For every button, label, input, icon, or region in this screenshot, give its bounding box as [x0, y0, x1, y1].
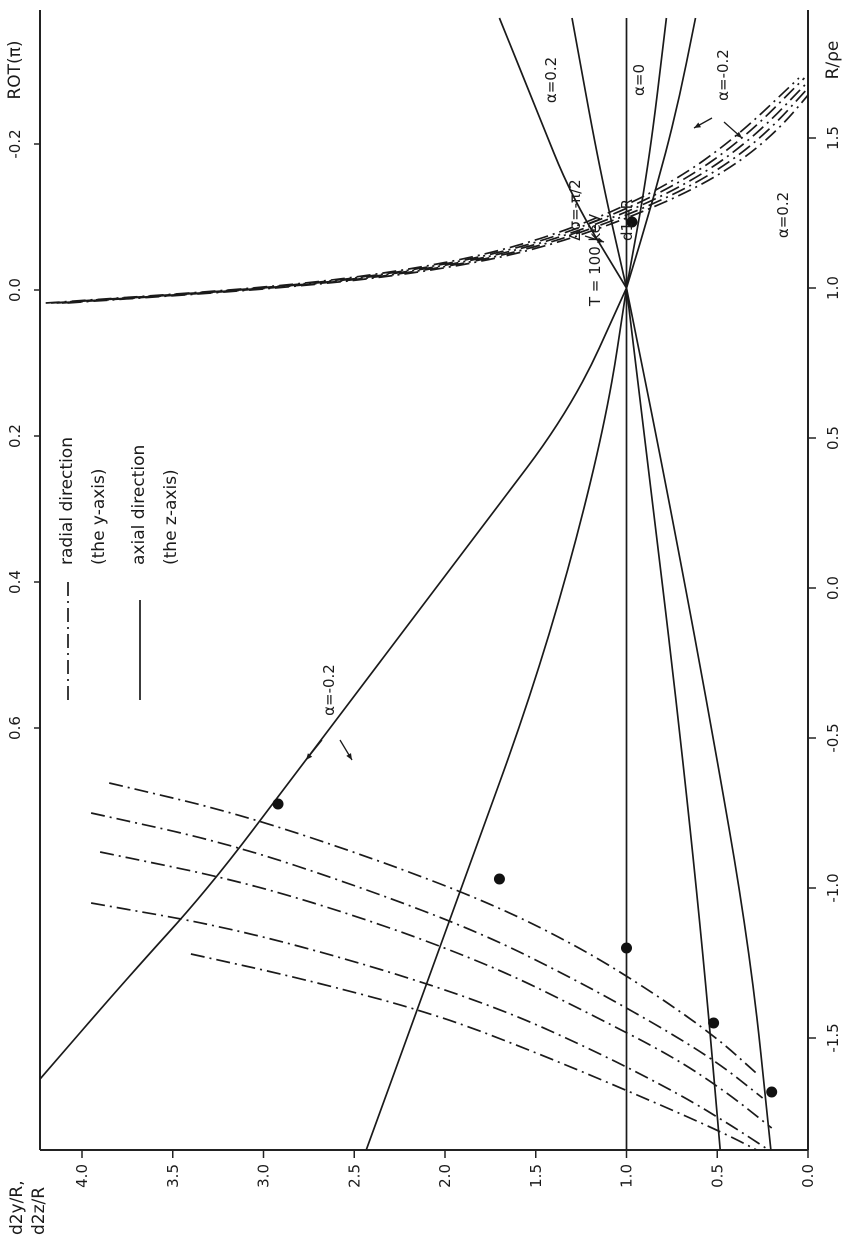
legend-axial-sub: (the z-axis): [161, 469, 181, 565]
axial-upper-curve-alpha-m0p2: [498, 17, 628, 289]
axial-curve-alpha-m0p2: [40, 287, 628, 1081]
alpha-pos-label: α=0.2: [542, 57, 560, 103]
y-tick-label: 0.0: [799, 1164, 817, 1188]
legend-radial-sub: (the y-axis): [89, 468, 109, 565]
y-tick-label: 4.0: [73, 1164, 91, 1188]
top-tick-label: 0.6: [6, 716, 24, 740]
distance-label: d1=R: [618, 199, 636, 241]
x-tick-label: -1.5: [824, 1023, 842, 1052]
radial-curve-alpha-m0p2: [109, 782, 758, 1075]
labels-group: 0.0 0.5 1.0 1.5 2.0 2.5 3.0 3.5 4.0 d2y/R, d2z/R -1…: [5, 40, 843, 1235]
alpha-pos-radial-label: α=0.2: [774, 192, 792, 238]
y-tick-label: 1.5: [527, 1164, 545, 1188]
y-tick-label: 2.5: [345, 1164, 363, 1188]
intersection-marker: [272, 798, 284, 810]
radial-curve-alpha-0p2: [190, 953, 759, 1150]
radial-curve-alpha-m0p1: [90, 812, 764, 1099]
y-tick-label: 3.5: [164, 1164, 182, 1188]
alpha-neg-lower-arrow-b-head: [346, 753, 352, 760]
y-tick-label: 1.0: [618, 1164, 636, 1188]
marks-group: [40, 17, 808, 1150]
delta-sigma-label: Δσ=-π/2: [566, 179, 584, 240]
series-group: [40, 17, 808, 1150]
alpha-neg-arrow-a-head: [694, 122, 701, 128]
x-tick-label: 1.5: [824, 126, 842, 150]
alpha-neg-label: α=-0.2: [714, 49, 732, 101]
axial-upper-curve-alpha-0p1: [625, 17, 668, 289]
x-tick-label: 1.0: [824, 276, 842, 300]
intersection-marker: [708, 1017, 720, 1029]
y-tick-label: 3.0: [255, 1164, 273, 1188]
intersection-marker: [493, 873, 505, 885]
y-axis-title: d2z/R: [29, 1187, 49, 1235]
radial-upper-curve-alpha-0: [56, 80, 808, 304]
y-tick-label: 0.5: [708, 1164, 726, 1188]
top-axis-title: ROT(π): [5, 40, 25, 99]
radial-upper-curve-alpha-m0p1: [51, 77, 806, 304]
alpha-neg-arrow-b-head: [735, 131, 742, 138]
x-tick-label: 0.5: [824, 426, 842, 450]
top-tick-label: 0.2: [6, 424, 24, 448]
axial-curve-alpha-0p1: [625, 287, 722, 1150]
y-axis-title: d2y/R,: [7, 1180, 27, 1235]
top-tick-label: 0.0: [6, 278, 24, 302]
x-tick-label: -0.5: [824, 723, 842, 752]
x-axis-title: R/ρe: [823, 41, 843, 80]
radial-curve-alpha-0p1: [90, 902, 771, 1150]
radial-upper-curve-alpha-0p2: [67, 93, 808, 304]
axes-group: [34, 10, 816, 1158]
radial-upper-curve-alpha-m0p2: [45, 77, 800, 304]
intersection-marker: [621, 942, 632, 954]
axial-curve-alpha-0p2: [625, 287, 772, 1150]
intersection-marker: [766, 1086, 778, 1098]
alpha-neg-lower-label: α=-0.2: [320, 664, 338, 716]
legend: radial direction (the y-axis) axial direct…: [57, 437, 181, 700]
top-tick-label: 0.4: [6, 570, 24, 594]
alpha-neg-lower-arrow-a-head: [306, 753, 313, 760]
radial-curve-alpha-0: [99, 851, 773, 1129]
intersection-marker: [626, 216, 638, 228]
legend-axial-label: axial direction: [129, 445, 149, 565]
x-tick-label: -1.0: [824, 873, 842, 902]
axial-upper-curve-alpha-0p2: [625, 17, 697, 289]
alpha-zero-label: α=0: [630, 64, 648, 96]
delta-sigma-arrow-head: [597, 237, 604, 243]
radial-upper-curve-alpha-0p1: [61, 86, 808, 304]
top-tick-label: -0.2: [6, 129, 24, 158]
y-tick-label: 2.0: [436, 1164, 454, 1188]
legend-radial-label: radial direction: [57, 437, 77, 565]
axial-curve-alpha-m0p1: [365, 287, 628, 1150]
x-tick-label: 0.0: [824, 576, 842, 600]
energy-label: T = 100 keV: [586, 213, 604, 307]
